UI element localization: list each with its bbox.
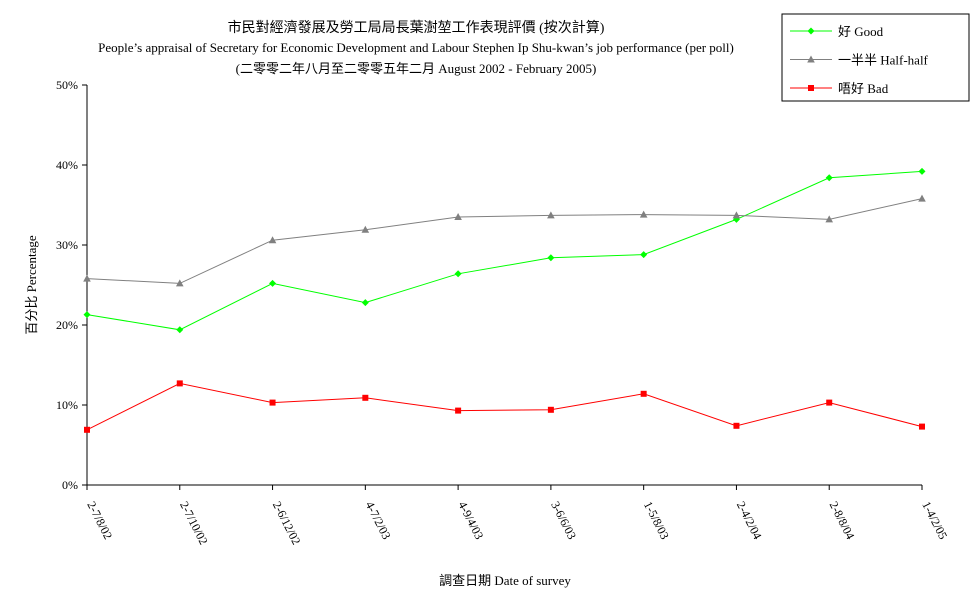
y-axis-label: 百分比 Percentage [24,235,39,335]
data-point [826,399,833,406]
data-point [361,225,370,233]
x-tick-label: 4-7/2/03 [363,499,394,542]
data-point [269,399,276,406]
series-layer [83,167,926,433]
legend-marker [807,27,815,35]
series-2 [84,380,925,433]
series-0 [83,167,926,334]
legend: 好 Good 一半半 Half-half 唔好 Bad [781,13,970,102]
y-tick-label: 10% [56,398,78,412]
y-tick-label: 30% [56,238,78,252]
x-axis: 2-7/8/02 2-7/10/02 2-6/12/02 4-7/2/03 4-9/4/… [84,484,950,547]
data-point [454,270,462,278]
data-point [547,211,555,219]
data-point [547,254,555,262]
legend-entry: 唔好 Bad [790,81,889,96]
y-tick-label: 50% [56,78,78,92]
x-tick-label: 3-6/6/03 [548,499,579,542]
data-point [268,236,277,244]
data-point [269,279,277,287]
data-point [547,406,554,413]
x-tick-label: 2-6/12/02 [270,499,304,547]
y-axis: 0% 10% 20% 30% 40% 50% [56,78,88,492]
y-tick-label: 40% [56,158,78,172]
y-tick-label: 20% [56,318,78,332]
y-tick-label: 0% [62,478,78,492]
data-point [175,279,184,287]
chart-subtitle: People’s appraisal of Secretary for Econ… [98,40,734,55]
data-point [918,167,926,175]
x-tick-label: 2-8/8/04 [827,499,858,542]
data-point [732,211,741,219]
data-point [84,426,90,433]
data-point [640,390,647,397]
data-point [455,407,462,414]
legend-label: 好 Good [838,24,884,39]
x-tick-label: 4-9/4/03 [455,499,486,542]
legend-label: 唔好 Bad [838,81,889,96]
legend-label: 一半半 Half-half [838,53,929,68]
data-point [176,326,184,334]
legend-marker [807,55,815,63]
data-point [733,422,740,429]
legend-entry: 一半半 Half-half [790,53,929,68]
data-point [361,299,369,307]
data-point [825,174,833,182]
series-1 [83,194,926,287]
series-line [86,382,923,431]
x-tick-label: 2-4/2/04 [734,499,765,542]
series-line [86,198,923,284]
data-point [919,423,925,430]
data-point [454,213,462,220]
x-tick-label: 2-7/10/02 [177,499,211,547]
data-point [918,194,926,202]
chart-title: 市民對經濟發展及勞工局局長葉澍堃工作表現評價 (按次計算) [228,19,605,36]
x-tick-label: 1-5/8/03 [641,499,672,542]
data-point [83,311,91,319]
data-point [825,215,834,223]
series-line [86,170,923,331]
data-point [639,210,648,218]
chart-subtitle-date-range: (二零零二年八月至二零零五年二月 August 2002 - February … [236,61,597,76]
legend-entry: 好 Good [790,24,884,39]
data-point [176,380,183,387]
data-point [83,274,91,282]
data-point [362,394,369,401]
x-tick-label: 1-4/2/05 [919,499,950,542]
x-tick-label: 2-7/8/02 [84,499,115,542]
x-axis-label: 調查日期 Date of survey [439,573,571,588]
legend-marker [808,85,814,91]
data-point [640,251,648,259]
